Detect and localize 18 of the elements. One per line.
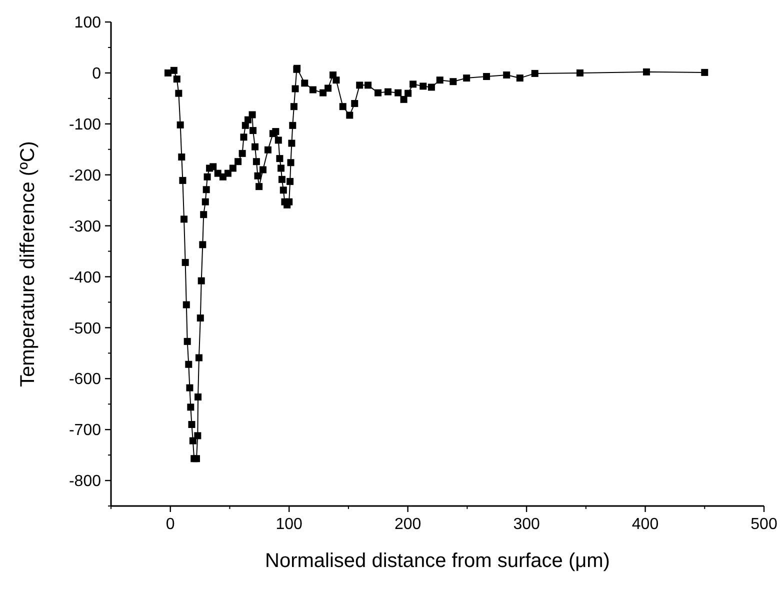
y-tick-label: 0 <box>92 66 102 83</box>
y-tick-label: -400 <box>68 269 102 286</box>
x-tick-label: 100 <box>276 516 303 533</box>
x-tick-label: 400 <box>632 516 659 533</box>
y-tick-label: -500 <box>68 320 102 338</box>
x-tick-label: 500 <box>750 516 778 533</box>
y-tick-label: -300 <box>68 218 102 236</box>
y-tick-label: -200 <box>68 167 102 184</box>
x-tick-label: 300 <box>513 516 540 533</box>
y-tick-label: 100 <box>74 14 102 32</box>
y-tick-label: -800 <box>68 473 102 490</box>
x-tick-label: 200 <box>394 516 422 533</box>
y-axis-title: Temperature difference (ºC) <box>17 141 39 387</box>
y-tick-label: -100 <box>68 116 102 134</box>
y-tick-label: -700 <box>68 422 102 440</box>
x-axis-title: Normalised distance from surface (μm) <box>265 550 610 572</box>
y-tick-label: -600 <box>68 371 102 388</box>
x-tick-label: 0 <box>166 516 175 533</box>
